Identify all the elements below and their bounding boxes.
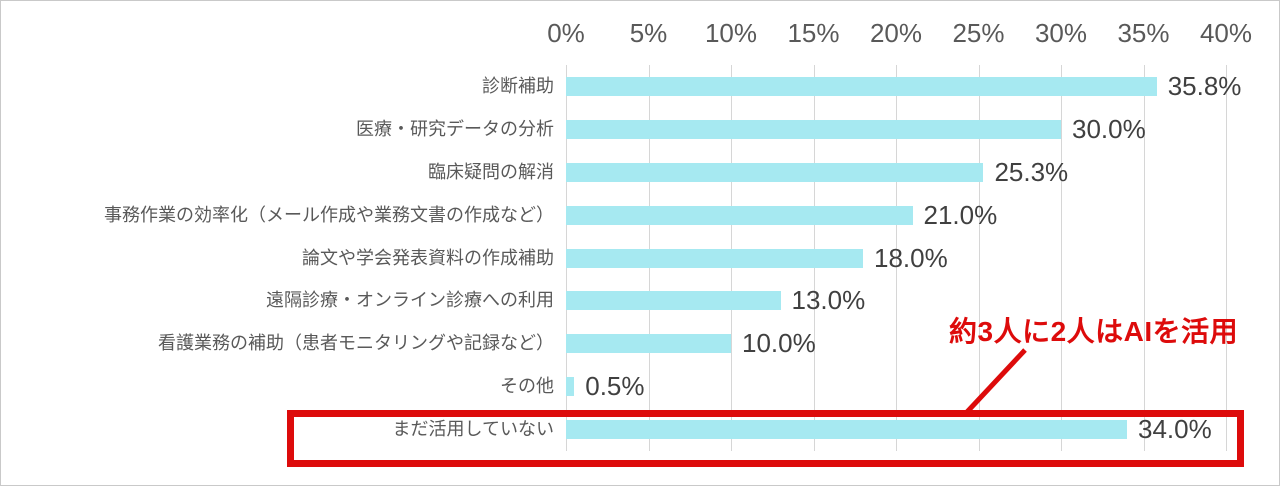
bar	[566, 205, 913, 225]
gridline	[1143, 65, 1145, 451]
value-label: 10.0%	[742, 328, 816, 359]
gridline	[1226, 65, 1227, 451]
bar	[566, 162, 984, 182]
category-label: 遠隔診療・オンライン診療への利用	[266, 290, 554, 311]
bar	[566, 76, 1157, 96]
category-label: 医療・研究データの分析	[356, 118, 554, 139]
category-label: 看護業務の補助（患者モニタリングや記録など）	[158, 333, 554, 354]
value-label: 21.0%	[923, 199, 998, 230]
value-label: 0.5%	[585, 371, 645, 402]
category-label: まだ活用していない	[392, 419, 554, 440]
x-axis-tick-label: 10%	[704, 18, 758, 48]
x-axis-tick-label: 20%	[869, 18, 923, 48]
x-axis-tick-label: 35%	[1117, 18, 1170, 48]
value-label: 25.3%	[994, 156, 1069, 187]
gridline	[896, 65, 897, 451]
annotation-text: 約3人に2人はAIを活用	[949, 316, 1239, 347]
x-axis: 0% 5% 10% 15% 20% 25% 30% 35% 40%	[1, 15, 1279, 51]
bar	[566, 119, 1061, 139]
x-axis-tick-label: 25%	[952, 18, 1005, 48]
x-axis-tick-label: 40%	[1199, 18, 1253, 48]
category-label: 論文や学会発表資料の作成補助	[302, 247, 554, 268]
x-axis-tick-label: 0%	[547, 18, 585, 48]
category-label: 事務作業の効率化（メール作成や業務文書の作成など）	[104, 204, 554, 225]
category-label: 診断補助	[482, 76, 554, 96]
value-label: 13.0%	[791, 285, 866, 316]
category-labels: 診断補助医療・研究データの分析臨床疑問の解消事務作業の効率化（メール作成や業務文…	[1, 65, 554, 451]
bar	[566, 334, 731, 354]
value-label: 35.8%	[1167, 71, 1242, 101]
plot-area	[566, 65, 1227, 451]
value-label: 34.0%	[1138, 414, 1212, 445]
highlight-box	[287, 410, 1244, 467]
x-axis-tick-label: 15%	[787, 18, 840, 48]
gridline	[1061, 65, 1062, 451]
category-label: 臨床疑問の解消	[428, 161, 554, 182]
gridline	[978, 65, 980, 451]
x-axis-tick-label: 5%	[629, 18, 668, 48]
bar	[566, 377, 575, 397]
bar	[566, 248, 863, 268]
x-axis-tick-label: 30%	[1034, 18, 1088, 48]
category-label: その他	[500, 376, 554, 397]
value-label: 30.0%	[1072, 113, 1146, 144]
value-label: 18.0%	[874, 242, 948, 273]
bar	[566, 291, 781, 311]
bar	[566, 420, 1127, 440]
